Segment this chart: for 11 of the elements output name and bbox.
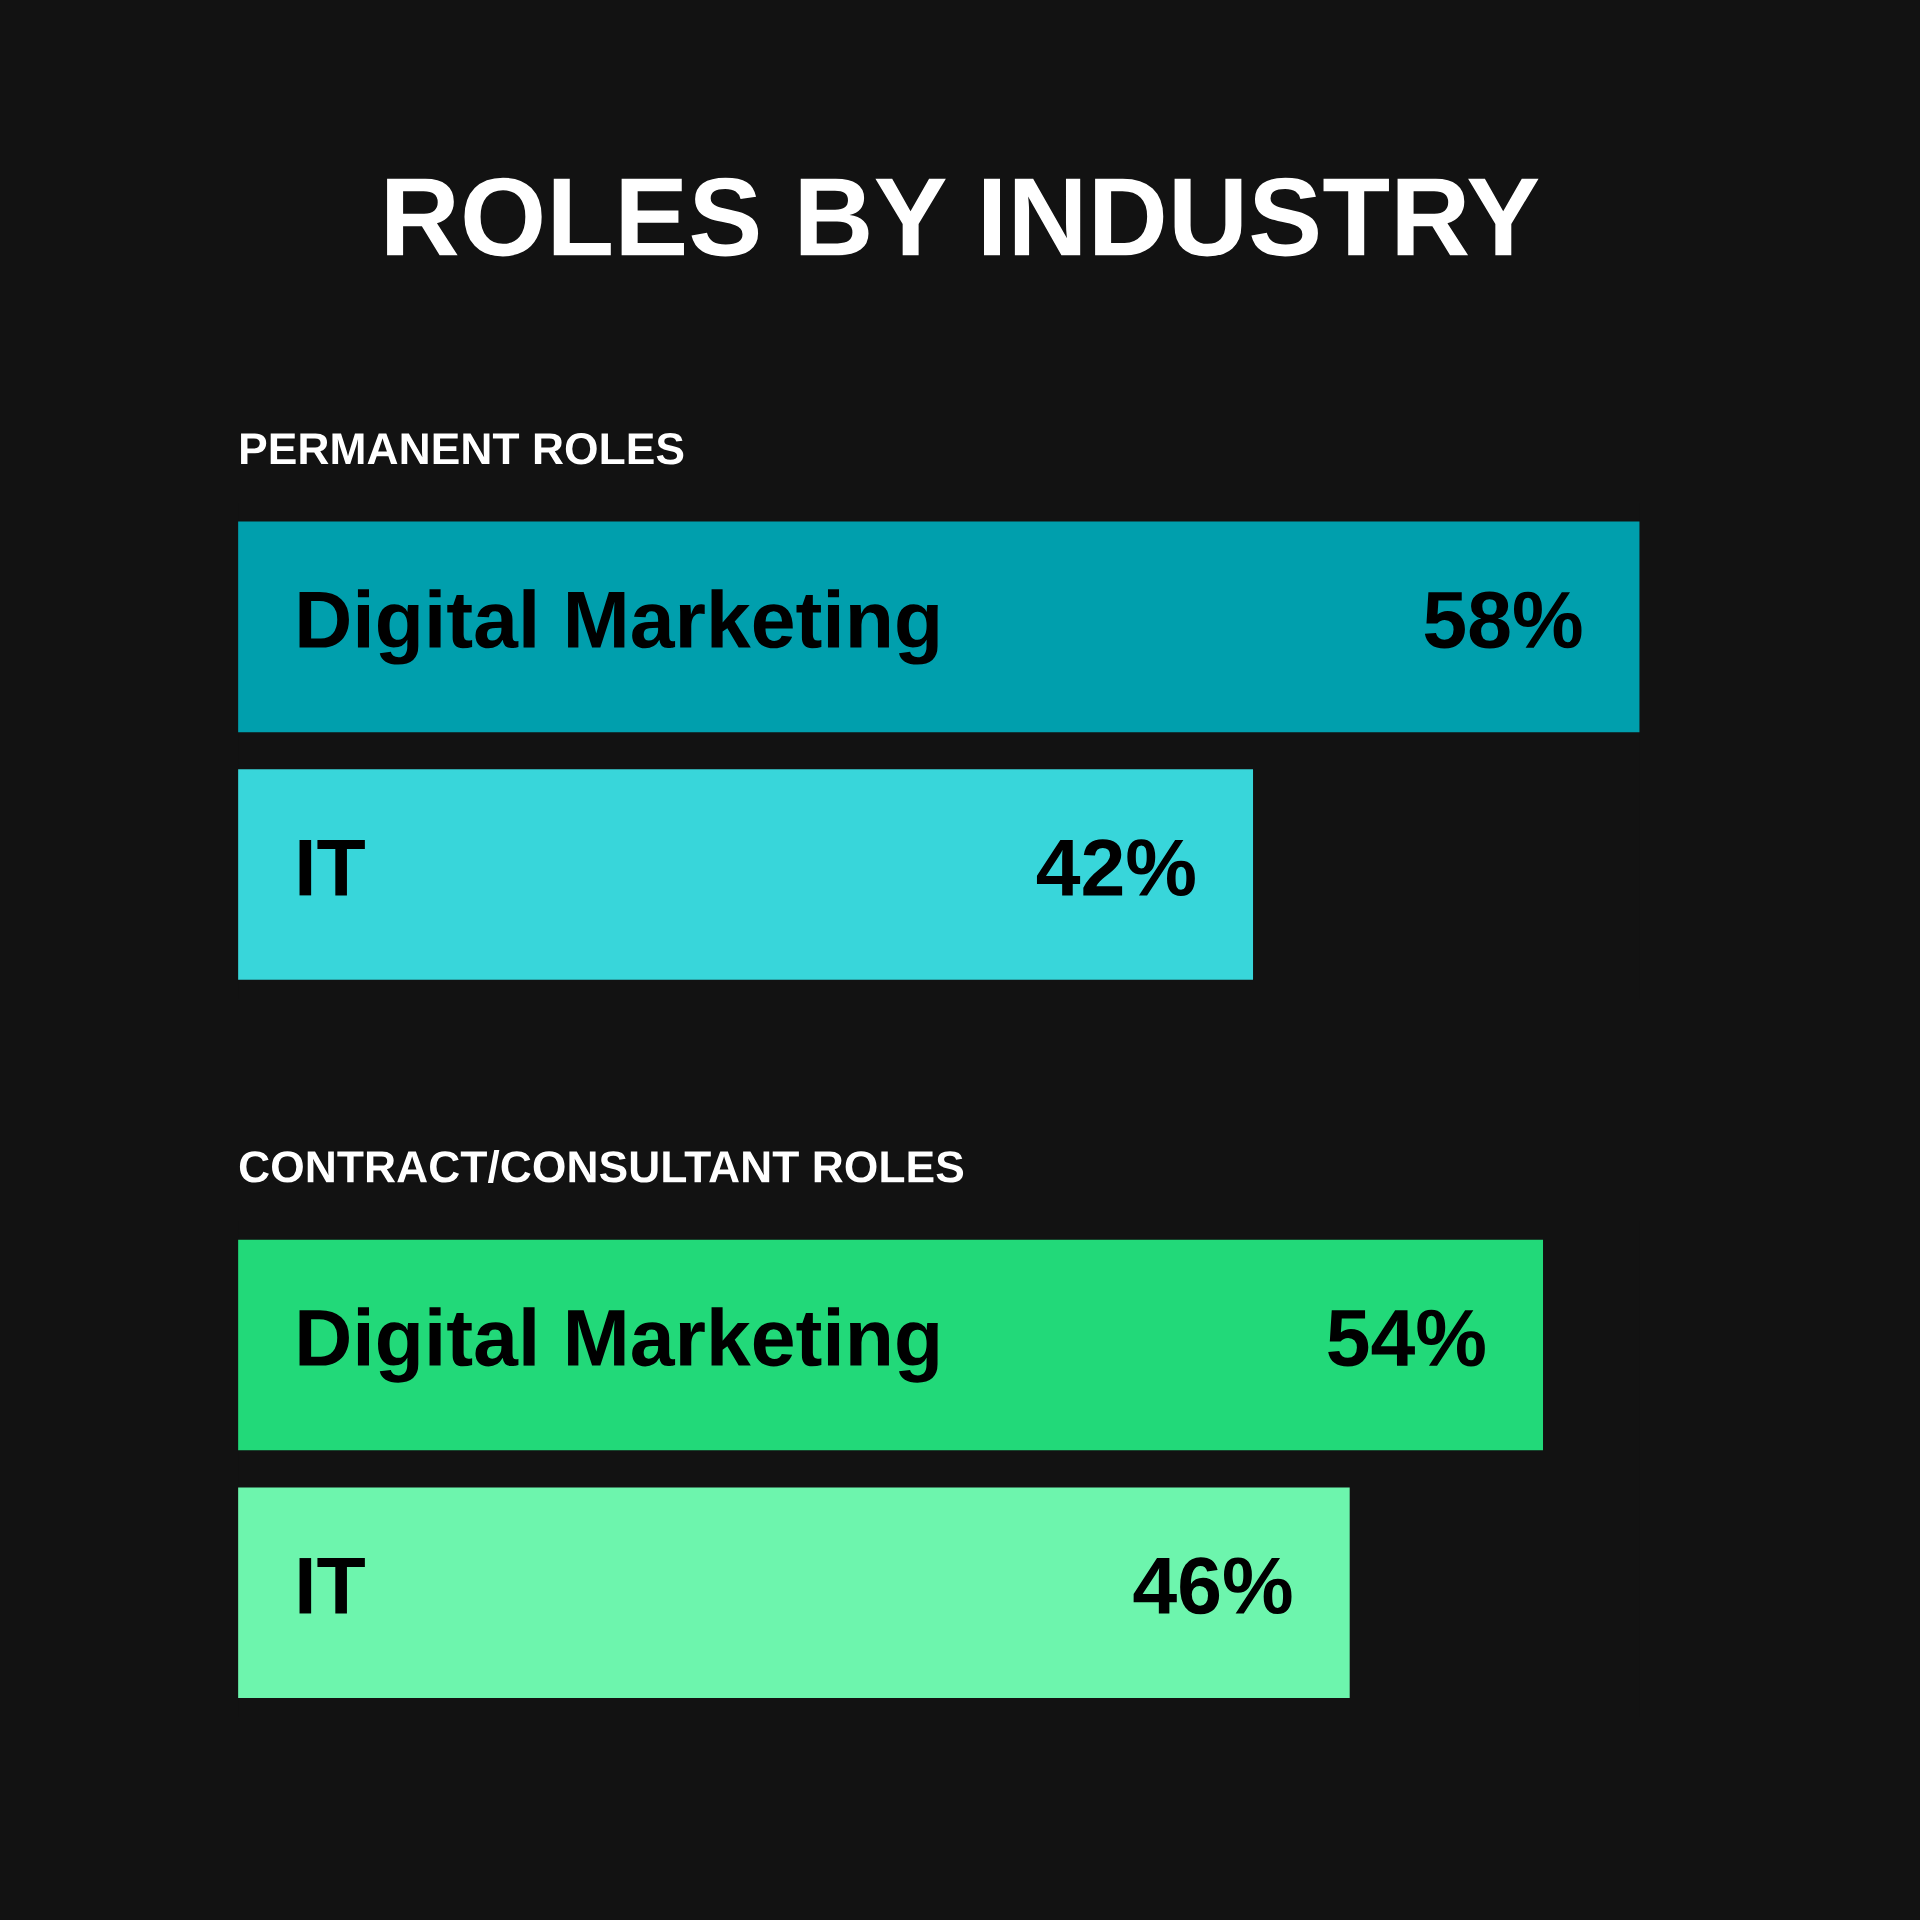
data-label: 46% <box>1133 1557 1292 1615</box>
data-label: 42% <box>1036 839 1195 897</box>
y-tick-label: IT <box>299 1558 365 1614</box>
chart-subtitle: CONTRACT/CONSULTANT ROLES <box>239 1149 964 1184</box>
y-tick-label: Digital Marketing <box>299 589 938 665</box>
y-tick-label: Digital Marketing <box>299 1307 938 1383</box>
y-tick-label: IT <box>299 839 365 896</box>
chart-subtitle: PERMANENT ROLES <box>241 433 684 465</box>
chart-title: ROLES BY INDUSTRY <box>387 177 1539 257</box>
data-label: 54% <box>1328 1309 1485 1367</box>
data-label: 58% <box>1424 591 1582 649</box>
